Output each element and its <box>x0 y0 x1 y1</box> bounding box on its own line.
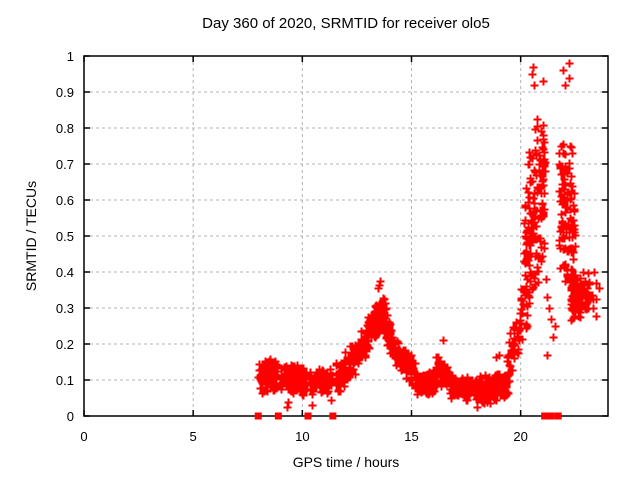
y-tick-label: 0.7 <box>56 157 74 172</box>
tick-labels: 0 5 10 15 20 0 0.1 0.2 0.3 0.4 0.5 0.6 0.7 0.8 0.9 1 <box>56 49 528 444</box>
zero-flag-marker <box>554 412 562 420</box>
x-tick-label: 20 <box>513 429 527 444</box>
y-tick-label: 0.8 <box>56 121 74 136</box>
zero-flag-marker <box>254 412 262 420</box>
zero-flag-marker <box>274 412 282 420</box>
y-tick-label: 0.3 <box>56 301 74 316</box>
y-tick-label: 1 <box>67 49 74 64</box>
y-tick-label: 0 <box>67 409 74 424</box>
y-tick-label: 0.2 <box>56 337 74 352</box>
data-points <box>254 59 604 420</box>
y-tick-label: 0.5 <box>56 229 74 244</box>
y-tick-label: 0.1 <box>56 373 74 388</box>
x-tick-label: 10 <box>295 429 309 444</box>
x-tick-label: 0 <box>80 429 87 444</box>
y-tick-label: 0.6 <box>56 193 74 208</box>
y-tick-label: 0.9 <box>56 85 74 100</box>
zero-flag-marker <box>329 412 337 420</box>
x-tick-label: 5 <box>190 429 197 444</box>
x-tick-label: 15 <box>404 429 418 444</box>
zero-flag-marker <box>541 412 549 420</box>
data-point-markers <box>254 59 604 412</box>
zero-flag-marker <box>547 412 555 420</box>
y-tick-label: 0.4 <box>56 265 74 280</box>
x-axis-label: GPS time / hours <box>293 454 400 470</box>
chart-title: Day 360 of 2020, SRMTID for receiver olo… <box>202 15 490 32</box>
grid-lines <box>84 56 608 416</box>
axis-ticks <box>83 55 608 417</box>
y-axis-label: SRMTID / TECUs <box>23 181 39 291</box>
zero-flag-marker <box>304 412 312 420</box>
